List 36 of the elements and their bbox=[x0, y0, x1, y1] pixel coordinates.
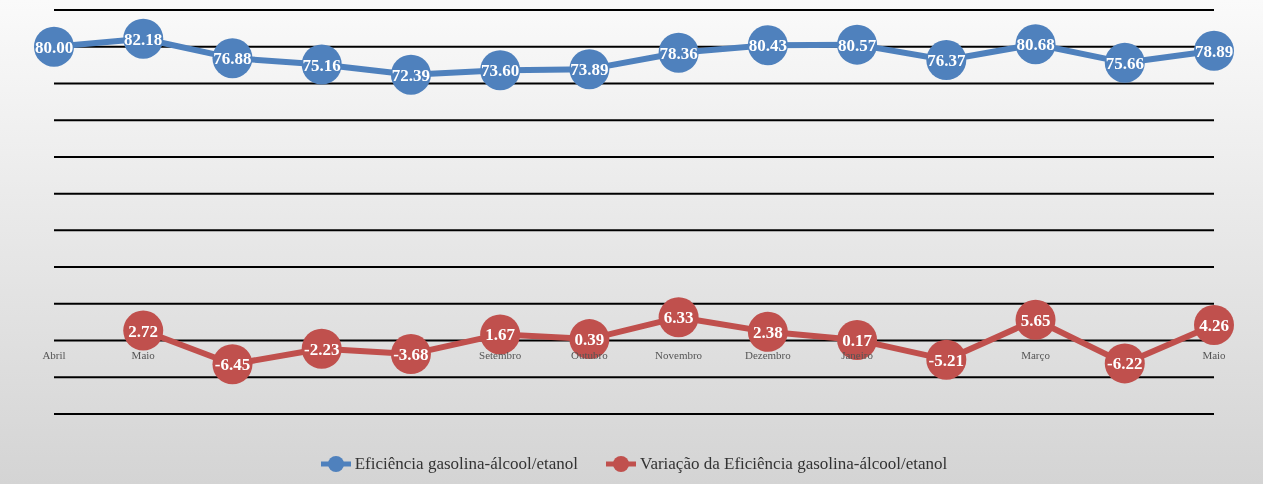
x-tick-label: Setembro bbox=[479, 349, 522, 362]
data-label: 5.65 bbox=[1020, 310, 1051, 330]
x-tick-label: Maio bbox=[131, 349, 156, 362]
x-tick-label: Dezembro bbox=[744, 349, 792, 362]
data-label: 75.16 bbox=[302, 55, 341, 75]
legend-label: Variação da Eficiência gasolina-álcool/etanol bbox=[639, 454, 948, 474]
data-label: 73.89 bbox=[570, 60, 609, 80]
data-label: 2.38 bbox=[752, 322, 783, 342]
data-label: -5.21 bbox=[928, 350, 965, 370]
x-tick-label: Abril bbox=[42, 349, 66, 362]
data-label: -2.23 bbox=[303, 339, 340, 359]
data-label: -3.68 bbox=[393, 345, 429, 365]
data-label: 72.39 bbox=[391, 65, 431, 85]
data-label: 78.89 bbox=[1194, 41, 1234, 61]
data-label: 76.37 bbox=[927, 51, 966, 71]
data-label: 80.57 bbox=[837, 35, 877, 55]
x-tick-label: Novembro bbox=[655, 349, 703, 362]
data-label: 1.67 bbox=[485, 325, 516, 345]
data-label: 80.68 bbox=[1016, 35, 1055, 55]
data-label: 6.33 bbox=[663, 308, 694, 328]
data-label: 80.43 bbox=[748, 36, 787, 56]
x-tick-label: Maio bbox=[1202, 349, 1227, 362]
data-label: 82.18 bbox=[124, 29, 163, 49]
data-label: 2.72 bbox=[128, 321, 159, 341]
data-label: -6.45 bbox=[214, 355, 251, 375]
data-label: 0.39 bbox=[574, 330, 605, 350]
data-label: 75.66 bbox=[1105, 53, 1144, 73]
data-label: -6.22 bbox=[1107, 354, 1143, 374]
legend-label: Eficiência gasolina-álcool/etanol bbox=[353, 454, 578, 474]
data-label: 80.00 bbox=[34, 37, 74, 57]
data-label: 73.60 bbox=[481, 61, 520, 81]
data-label: 4.26 bbox=[1199, 315, 1229, 335]
x-tick-label: Março bbox=[1021, 349, 1051, 362]
data-label: 76.88 bbox=[213, 49, 252, 69]
data-label: 78.36 bbox=[659, 43, 698, 63]
data-label: 0.17 bbox=[842, 330, 873, 350]
